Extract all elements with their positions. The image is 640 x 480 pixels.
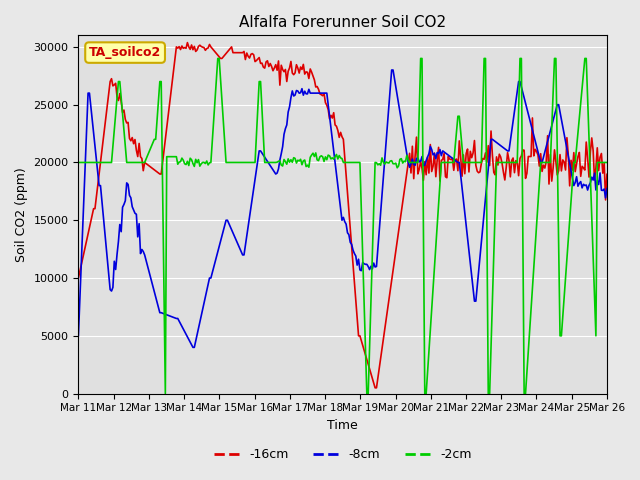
- Text: TA_soilco2: TA_soilco2: [89, 46, 161, 59]
- X-axis label: Time: Time: [327, 419, 358, 432]
- Legend: -16cm, -8cm, -2cm: -16cm, -8cm, -2cm: [209, 443, 476, 466]
- Y-axis label: Soil CO2 (ppm): Soil CO2 (ppm): [15, 167, 28, 262]
- Title: Alfalfa Forerunner Soil CO2: Alfalfa Forerunner Soil CO2: [239, 15, 446, 30]
